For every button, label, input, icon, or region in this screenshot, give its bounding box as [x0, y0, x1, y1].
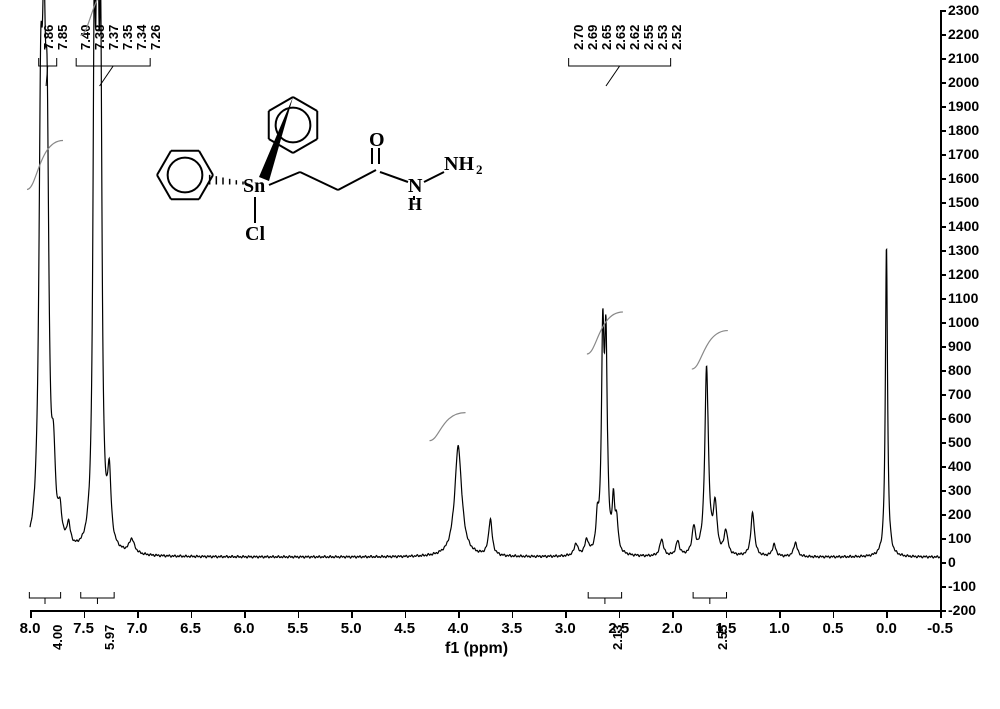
svg-text:Cl: Cl	[245, 223, 265, 245]
molecular-structure: SnClONHNH2	[0, 0, 1000, 709]
svg-text:H: H	[408, 194, 422, 214]
svg-text:Sn: Sn	[243, 175, 265, 197]
svg-text:O: O	[369, 129, 385, 151]
svg-text:NH: NH	[444, 153, 474, 175]
svg-text:2: 2	[476, 162, 483, 177]
